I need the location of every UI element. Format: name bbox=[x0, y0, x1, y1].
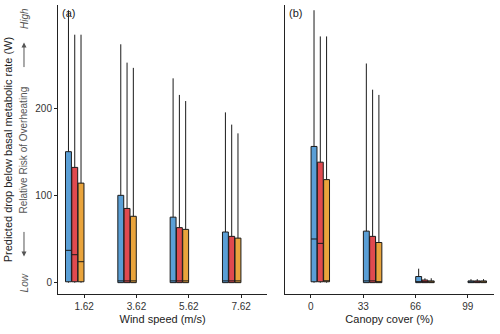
svg-text:5.62: 5.62 bbox=[179, 301, 199, 312]
svg-text:0: 0 bbox=[46, 277, 52, 288]
svg-text:7.62: 7.62 bbox=[231, 301, 251, 312]
svg-text:99: 99 bbox=[462, 301, 474, 312]
svg-text:(b): (b) bbox=[289, 7, 302, 19]
svg-text:66: 66 bbox=[410, 301, 422, 312]
svg-text:3.62: 3.62 bbox=[127, 301, 147, 312]
svg-text:33: 33 bbox=[358, 301, 370, 312]
svg-text:Canopy cover (%): Canopy cover (%) bbox=[345, 313, 433, 325]
svg-text:(a): (a) bbox=[62, 7, 75, 19]
svg-text:High: High bbox=[19, 8, 30, 29]
svg-text:Predicted drop below basal met: Predicted drop below basal metabolic rat… bbox=[2, 37, 14, 263]
svg-text:0: 0 bbox=[308, 301, 314, 312]
svg-text:1.62: 1.62 bbox=[74, 301, 94, 312]
svg-text:200: 200 bbox=[35, 103, 52, 114]
svg-text:Wind speed (m/s): Wind speed (m/s) bbox=[120, 313, 206, 325]
svg-text:Low: Low bbox=[19, 273, 30, 292]
svg-text:100: 100 bbox=[35, 190, 52, 201]
svg-text:Relative Risk of Overheating: Relative Risk of Overheating bbox=[18, 87, 29, 214]
